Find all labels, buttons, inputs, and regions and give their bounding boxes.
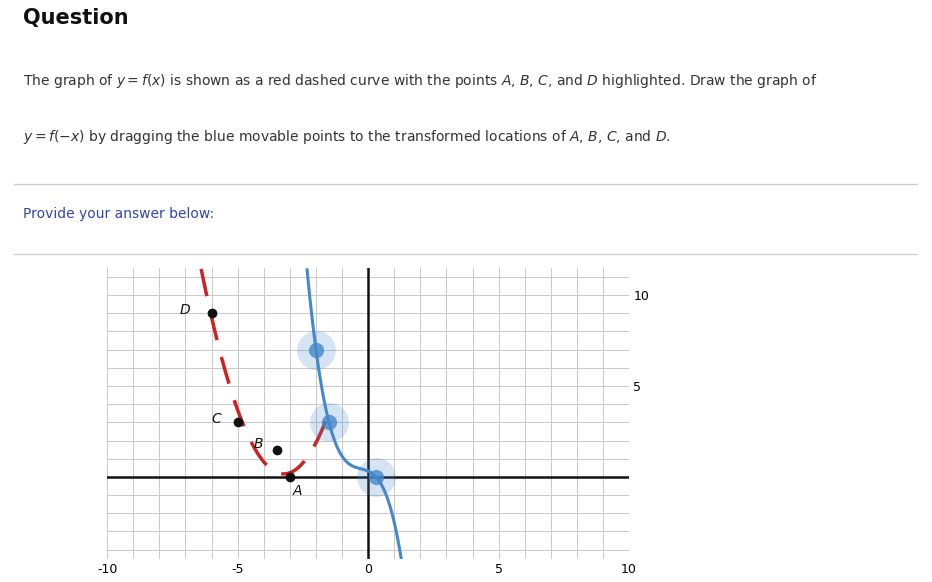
Text: Provide your answer below:: Provide your answer below:	[23, 207, 214, 221]
Text: $\mathit{D}$: $\mathit{D}$	[180, 303, 191, 317]
Text: $y = f(-x)$ by dragging the blue movable points to the transformed locations of : $y = f(-x)$ by dragging the blue movable…	[23, 128, 671, 146]
Text: Question: Question	[23, 8, 129, 28]
Text: $\mathit{C}$: $\mathit{C}$	[211, 411, 223, 425]
Text: $\mathit{B}$: $\mathit{B}$	[254, 437, 264, 451]
Text: $\mathit{A}$: $\mathit{A}$	[292, 484, 303, 498]
Text: The graph of $y = f(x)$ is shown as a red dashed curve with the points $A$, $B$,: The graph of $y = f(x)$ is shown as a re…	[23, 72, 817, 90]
